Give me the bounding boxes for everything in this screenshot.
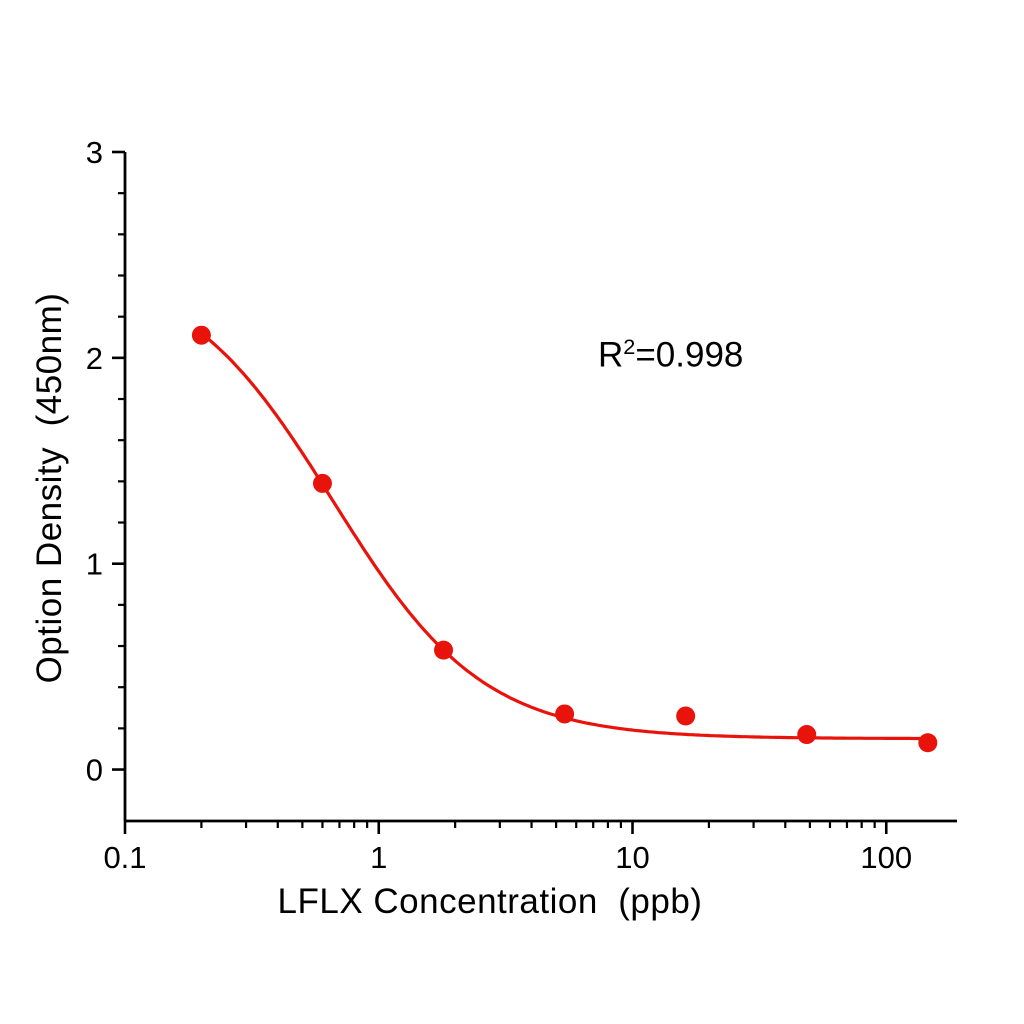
y-tick-label: 3 xyxy=(86,135,103,170)
data-point xyxy=(797,725,817,745)
data-point xyxy=(312,473,332,493)
data-point xyxy=(676,706,696,726)
x-tick-label: 1 xyxy=(370,840,387,875)
y-tick-label: 1 xyxy=(86,547,103,582)
data-point xyxy=(555,704,575,724)
y-tick-label: 0 xyxy=(86,753,103,788)
fit-curve xyxy=(199,331,930,741)
r-squared-value: =0.998 xyxy=(635,335,744,375)
data-point xyxy=(191,325,211,345)
data-point xyxy=(434,640,454,660)
r-squared-exponent: 2 xyxy=(623,334,636,359)
y-axis-label: Option Density (450nm) xyxy=(30,292,69,684)
r-squared-annotation: R2=0.998 xyxy=(598,334,743,376)
x-tick-label: 10 xyxy=(615,840,649,875)
y-tick-label: 2 xyxy=(86,341,103,376)
x-tick-label: 0.1 xyxy=(103,840,146,875)
x-tick-label: 100 xyxy=(860,840,912,875)
r-squared-base: R xyxy=(598,335,624,375)
x-axis-label: LFLX Concentration (ppb) xyxy=(277,882,703,921)
data-point xyxy=(918,733,938,753)
